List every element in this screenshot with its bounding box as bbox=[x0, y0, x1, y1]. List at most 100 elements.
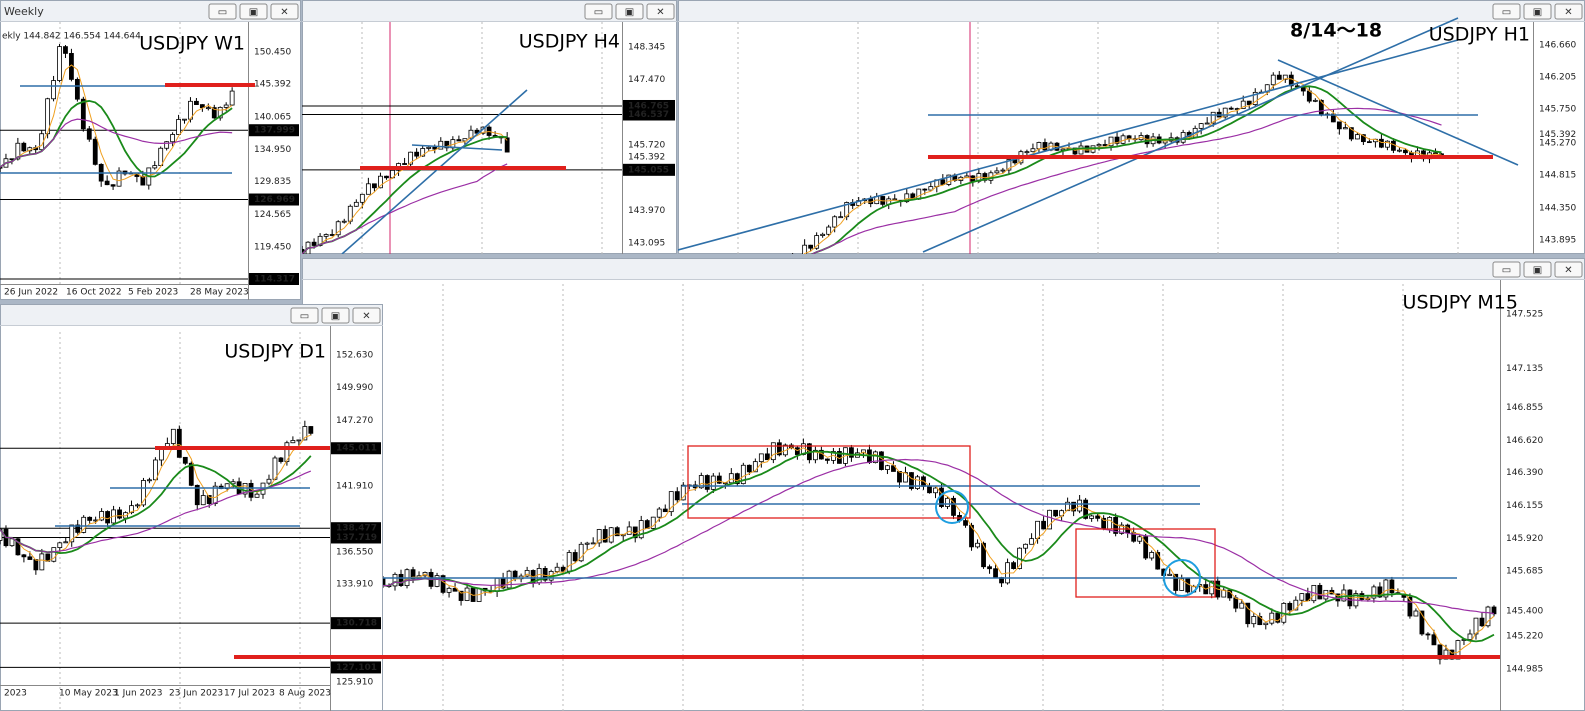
close-button[interactable] bbox=[646, 3, 675, 20]
price-label: 149.990 bbox=[336, 383, 373, 393]
candle-body bbox=[1030, 148, 1036, 153]
candle-body bbox=[284, 442, 290, 462]
candle-body bbox=[1137, 536, 1143, 542]
highlight-circle bbox=[1163, 559, 1201, 597]
candle-body bbox=[1095, 515, 1101, 519]
candle-body bbox=[335, 221, 341, 236]
maximize-button[interactable] bbox=[1523, 3, 1552, 20]
candle-body bbox=[87, 516, 93, 521]
date-label: 5 Feb 2023 bbox=[128, 288, 178, 298]
candle-body bbox=[63, 46, 68, 54]
moving-average bbox=[382, 450, 1495, 643]
date-label: 28 May 2023 bbox=[190, 288, 249, 298]
candle-body bbox=[378, 175, 383, 189]
minimize-button[interactable] bbox=[1492, 261, 1521, 278]
candle-body bbox=[254, 493, 260, 498]
moving-average bbox=[803, 78, 1442, 254]
price-label: 119.450 bbox=[254, 242, 291, 252]
minimize-icon: ▭ bbox=[300, 311, 309, 322]
maximize-button[interactable] bbox=[1523, 261, 1552, 278]
candle-body bbox=[135, 504, 140, 507]
candle-body bbox=[776, 442, 782, 456]
candle-body bbox=[578, 543, 584, 562]
candle-body bbox=[590, 542, 596, 545]
chart-label: USDJPY M15 bbox=[1403, 292, 1518, 314]
candle-body bbox=[572, 552, 578, 562]
candle-body bbox=[1360, 134, 1366, 143]
candle-body bbox=[951, 497, 956, 516]
moving-average bbox=[302, 163, 508, 254]
moving-average bbox=[0, 118, 233, 168]
minimize-button[interactable] bbox=[1492, 3, 1521, 20]
close-button[interactable] bbox=[1554, 3, 1583, 20]
minimize-button[interactable] bbox=[290, 307, 319, 324]
candle-body bbox=[296, 439, 302, 442]
close-icon: ✕ bbox=[280, 7, 288, 18]
candle-body bbox=[420, 148, 426, 157]
candle-body bbox=[524, 570, 530, 577]
candle-body bbox=[614, 527, 620, 537]
candle-body bbox=[323, 234, 329, 237]
candle-body bbox=[1000, 169, 1006, 172]
candle-body bbox=[1204, 122, 1210, 125]
candle-body bbox=[426, 146, 432, 149]
price-label: 145.400 bbox=[1506, 606, 1543, 616]
price-label: 143.970 bbox=[628, 206, 665, 216]
maximize-icon: ▣ bbox=[331, 311, 340, 322]
title-bar bbox=[303, 1, 676, 21]
price-label-box bbox=[331, 617, 381, 630]
candle-body bbox=[182, 118, 187, 121]
minimize-icon: ▭ bbox=[1502, 265, 1511, 276]
price-label-box bbox=[331, 531, 381, 544]
candle-body bbox=[1071, 501, 1077, 512]
price-label: 145.270 bbox=[1539, 139, 1576, 149]
close-icon: ✕ bbox=[1564, 7, 1572, 18]
maximize-button[interactable] bbox=[239, 3, 268, 20]
candle-body bbox=[0, 166, 3, 169]
price-label: 137.999 bbox=[254, 126, 295, 136]
candle-body bbox=[329, 234, 335, 236]
candle-body bbox=[981, 542, 986, 568]
close-button[interactable] bbox=[270, 3, 299, 20]
chart-label: USDJPY H4 bbox=[519, 31, 620, 53]
close-button[interactable] bbox=[1554, 261, 1583, 278]
candle-body bbox=[290, 440, 296, 444]
annotation: 8/14〜18 bbox=[1290, 20, 1382, 42]
close-button[interactable] bbox=[352, 307, 381, 324]
price-label: 145.055 bbox=[628, 165, 669, 175]
price-label: 146.620 bbox=[1506, 436, 1543, 446]
minimize-button[interactable] bbox=[584, 3, 613, 20]
price-label: 146.205 bbox=[1539, 73, 1576, 83]
candle-body bbox=[1036, 142, 1042, 150]
candle-body bbox=[797, 255, 801, 257]
candle-body bbox=[1336, 121, 1342, 130]
minimize-button[interactable] bbox=[208, 3, 237, 20]
candle-body bbox=[170, 134, 176, 143]
candle-body bbox=[456, 139, 462, 142]
candle-body bbox=[716, 475, 722, 484]
candle-body bbox=[1041, 520, 1046, 530]
price-label: 130.718 bbox=[336, 619, 377, 629]
candle-body bbox=[176, 119, 181, 135]
candle-body bbox=[802, 244, 808, 254]
candle-body bbox=[644, 520, 650, 529]
price-label: 145.011 bbox=[336, 444, 377, 454]
maximize-button[interactable] bbox=[321, 307, 350, 324]
candle-body bbox=[1198, 123, 1204, 129]
moving-average bbox=[382, 447, 1495, 654]
price-label: 114.317 bbox=[254, 275, 295, 285]
maximize-button[interactable] bbox=[615, 3, 644, 20]
candle-body bbox=[45, 98, 51, 135]
candle-body bbox=[158, 448, 164, 461]
price-label: 145.685 bbox=[1506, 567, 1543, 577]
candle-body bbox=[1011, 562, 1016, 569]
candle-body bbox=[698, 475, 704, 489]
candle-body bbox=[278, 457, 284, 462]
price-label: 148.345 bbox=[628, 43, 665, 53]
candle-body bbox=[1491, 606, 1497, 615]
price-label: 147.135 bbox=[1506, 364, 1543, 374]
candle-body bbox=[176, 428, 182, 458]
candle-body bbox=[1299, 593, 1305, 601]
price-label: 145.392 bbox=[628, 153, 665, 163]
